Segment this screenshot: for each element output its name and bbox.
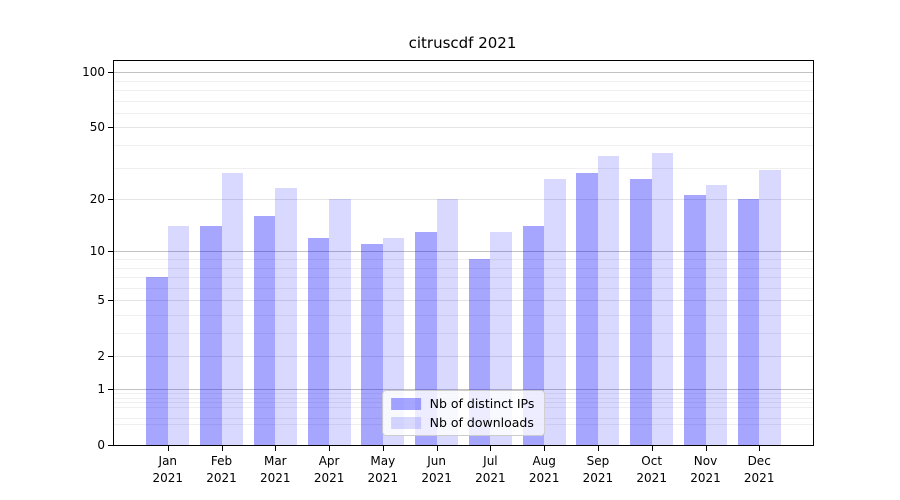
y-tick-label: 5	[97, 293, 105, 308]
minor-gridline	[114, 90, 813, 91]
y-tick	[108, 356, 114, 358]
y-tick-label: 20	[89, 192, 105, 207]
x-tick	[436, 445, 438, 451]
major-gridline	[114, 389, 813, 390]
major-gridline	[114, 127, 813, 129]
bar-nb-of-downloads-nov-2021	[705, 185, 727, 445]
bar-nb-of-downloads-sep-2021	[597, 155, 620, 445]
x-tick	[221, 445, 223, 451]
bar-nb-of-distinct-ips-may-2021	[361, 244, 383, 445]
chart-title: citruscdf 2021	[408, 34, 517, 52]
bar-nb-of-distinct-ips-nov-2021	[684, 195, 706, 445]
minor-gridline	[114, 315, 813, 316]
x-tick	[167, 445, 169, 451]
x-tick-label: Apr 2021	[313, 454, 345, 485]
bar-nb-of-distinct-ips-oct-2021	[630, 178, 652, 445]
major-gridline	[114, 251, 813, 253]
y-tick	[108, 445, 114, 446]
y-tick-label: 10	[89, 244, 105, 259]
y-tick-label: 1	[97, 382, 105, 396]
bar-nb-of-downloads-apr-2021	[329, 199, 351, 445]
x-tick	[329, 445, 331, 451]
minor-gridline	[114, 267, 813, 269]
x-tick-label: Mar 2021	[260, 454, 291, 485]
minor-gridline	[114, 112, 813, 114]
major-gridline	[114, 199, 813, 201]
y-tick	[108, 127, 114, 129]
minor-gridline	[114, 287, 813, 289]
downloads-swatch	[390, 416, 421, 429]
legend-item-downloads: Nb of downloads	[390, 415, 535, 430]
major-gridline	[114, 72, 813, 74]
bar-nb-of-distinct-ips-feb-2021	[200, 226, 222, 445]
distinct-ips-swatch	[390, 397, 421, 410]
bar-nb-of-downloads-aug-2021	[544, 178, 566, 445]
bar-nb-of-downloads-oct-2021	[651, 153, 674, 445]
x-tick-label: Aug 2021	[528, 454, 560, 485]
major-gridline	[114, 356, 813, 358]
x-tick	[544, 445, 546, 451]
y-tick-label: 100	[82, 65, 105, 80]
bar-nb-of-distinct-ips-apr-2021	[307, 237, 330, 445]
major-gridline	[114, 300, 813, 302]
minor-gridline	[114, 100, 813, 102]
y-tick	[108, 199, 114, 201]
x-tick	[759, 445, 761, 451]
legend: Nb of distinct IPs Nb of downloads	[381, 390, 546, 436]
y-tick	[108, 72, 114, 74]
minor-gridline	[114, 80, 813, 82]
bar-nb-of-distinct-ips-dec-2021	[737, 199, 760, 445]
bar-nb-of-downloads-dec-2021	[759, 170, 781, 445]
bar-nb-of-distinct-ips-sep-2021	[576, 173, 598, 445]
x-tick-label: May 2021	[367, 454, 399, 485]
minor-gridline	[114, 333, 813, 334]
bar-nb-of-distinct-ips-mar-2021	[253, 216, 276, 445]
plot-area: Nb of distinct IPs Nb of downloads 0 1 2 5 1…	[82, 60, 814, 485]
x-tick	[382, 445, 384, 451]
x-tick-label: Jan 2021	[152, 454, 184, 485]
x-tick-label: Jul 2021	[475, 454, 506, 485]
x-tick-label: Sep 2021	[582, 454, 614, 485]
y-tick	[108, 389, 114, 390]
x-tick-label: Jun 2021	[421, 454, 452, 485]
minor-gridline	[114, 145, 813, 146]
y-tick-label: 0	[97, 438, 105, 452]
minor-gridline	[114, 167, 813, 169]
minor-gridline	[114, 277, 813, 278]
legend-item-distinct-ips: Nb of distinct IPs	[390, 396, 535, 411]
x-tick-label: Oct 2021	[636, 454, 667, 485]
x-tick-label: Dec 2021	[743, 454, 775, 485]
y-tick	[108, 251, 114, 253]
bar-nb-of-distinct-ips-jan-2021	[146, 277, 168, 445]
legend-label: Nb of distinct IPs	[429, 396, 535, 411]
bar-nb-of-downloads-jan-2021	[167, 226, 190, 445]
bar-nb-of-downloads-mar-2021	[275, 188, 297, 445]
x-tick	[597, 445, 599, 451]
y-tick	[108, 300, 114, 302]
legend-label: Nb of downloads	[429, 415, 534, 430]
x-tick	[275, 445, 277, 451]
minor-gridline	[114, 259, 813, 260]
x-tick	[651, 445, 653, 451]
y-tick-label: 2	[97, 349, 105, 364]
bar-nb-of-downloads-jun-2021	[436, 199, 459, 445]
x-tick	[705, 445, 707, 451]
bar-nb-of-downloads-feb-2021	[221, 173, 243, 445]
y-tick-label: 50	[89, 120, 105, 135]
x-tick-label: Feb 2021	[206, 454, 237, 485]
x-tick	[490, 445, 492, 451]
x-tick-label: Nov 2021	[690, 454, 721, 485]
